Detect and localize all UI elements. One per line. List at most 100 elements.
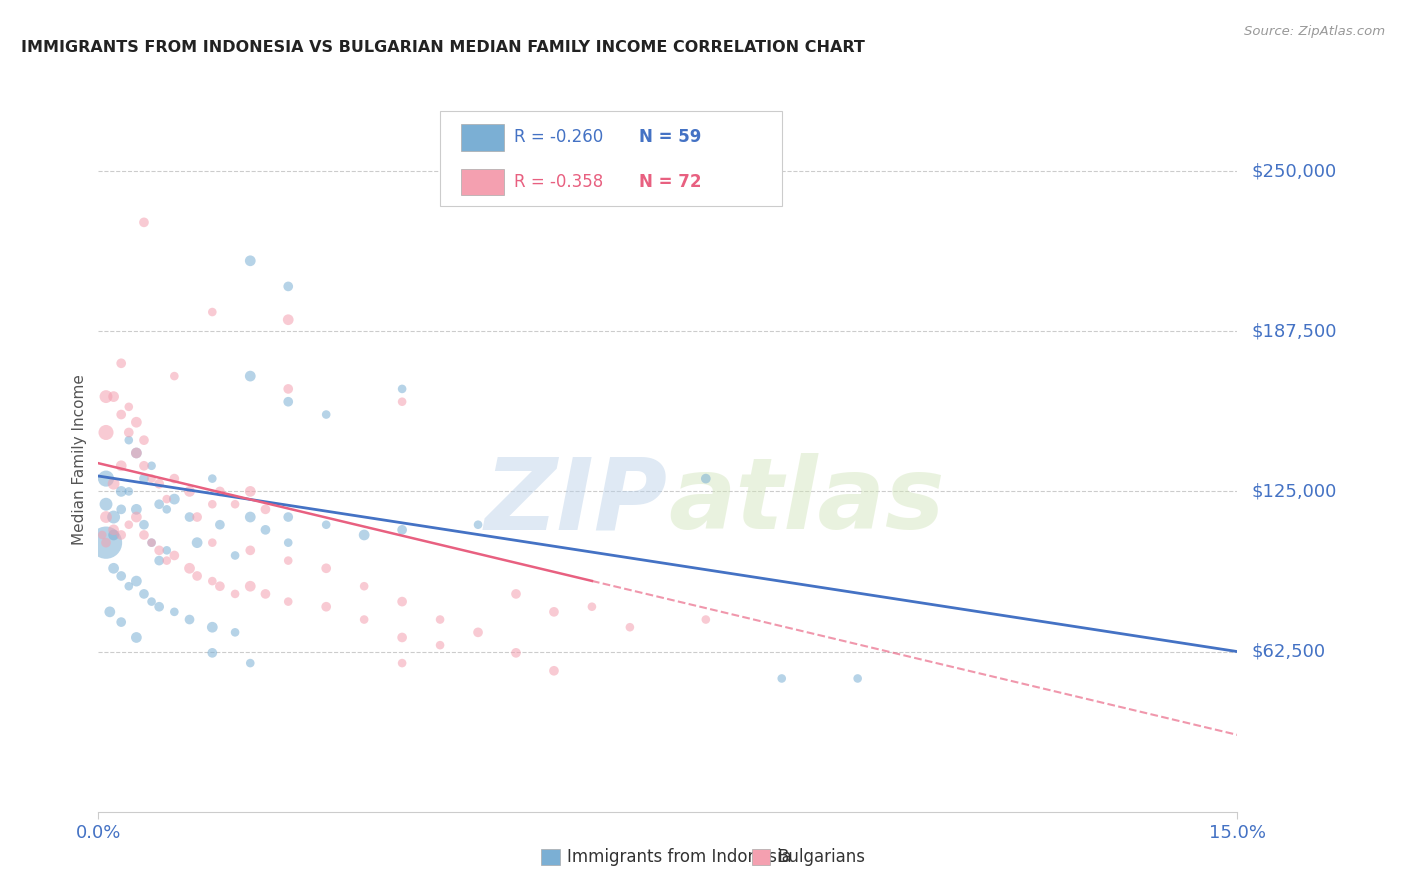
Text: ZIP: ZIP <box>485 453 668 550</box>
Point <box>163 549 186 563</box>
Point <box>103 528 125 542</box>
Point <box>391 631 413 645</box>
Point <box>163 472 186 486</box>
Point <box>141 594 163 608</box>
Point <box>103 390 125 404</box>
Point <box>94 390 117 404</box>
Point <box>141 535 163 549</box>
Point <box>118 579 141 593</box>
Point <box>118 400 141 414</box>
Point <box>224 549 246 563</box>
Text: R = -0.358: R = -0.358 <box>515 173 603 191</box>
Point <box>103 510 125 524</box>
Point <box>132 458 155 473</box>
Point <box>277 594 299 608</box>
Point <box>110 408 132 422</box>
Point <box>277 510 299 524</box>
Point <box>239 253 262 268</box>
Point <box>208 579 231 593</box>
Point <box>224 497 246 511</box>
Point <box>110 528 132 542</box>
Point <box>254 502 277 516</box>
Point <box>125 510 148 524</box>
Point <box>239 484 262 499</box>
Point <box>94 497 117 511</box>
Point <box>132 433 155 447</box>
Point <box>239 510 262 524</box>
Point <box>391 394 413 409</box>
Point <box>467 625 489 640</box>
Point <box>132 215 155 229</box>
Point <box>224 625 246 640</box>
Point <box>94 425 117 440</box>
Point <box>695 472 717 486</box>
Point <box>125 446 148 460</box>
Point <box>132 528 155 542</box>
Point <box>179 510 201 524</box>
Text: $250,000: $250,000 <box>1251 162 1337 180</box>
Point <box>132 587 155 601</box>
Point <box>156 502 179 516</box>
Text: $125,000: $125,000 <box>1251 483 1337 500</box>
Text: Bulgarians: Bulgarians <box>778 848 866 866</box>
Point <box>186 535 208 549</box>
Point <box>543 664 565 678</box>
Point <box>141 472 163 486</box>
Point <box>179 561 201 575</box>
Point <box>391 382 413 396</box>
Point <box>110 458 132 473</box>
Point <box>277 279 299 293</box>
Point <box>770 672 793 686</box>
Point <box>277 312 299 326</box>
Point <box>103 476 125 491</box>
Point <box>315 408 337 422</box>
Point <box>94 535 117 549</box>
Point <box>98 605 121 619</box>
Point <box>148 553 170 567</box>
Point <box>141 535 163 549</box>
Point <box>201 574 224 588</box>
Point <box>156 553 179 567</box>
Point <box>148 543 170 558</box>
Point <box>201 620 224 634</box>
Point <box>163 492 186 507</box>
Point <box>125 574 148 588</box>
Point <box>353 579 375 593</box>
Point <box>239 369 262 384</box>
Point <box>391 656 413 670</box>
Point <box>581 599 603 614</box>
FancyBboxPatch shape <box>461 169 503 195</box>
Point <box>353 528 375 542</box>
Point <box>148 497 170 511</box>
Point <box>277 382 299 396</box>
Point <box>148 599 170 614</box>
Point <box>846 672 869 686</box>
Point <box>103 523 125 537</box>
Point <box>543 605 565 619</box>
Point <box>132 517 155 532</box>
Point <box>118 433 141 447</box>
Point <box>125 631 148 645</box>
Point <box>201 535 224 549</box>
Point <box>110 569 132 583</box>
Point <box>94 535 117 549</box>
Point <box>186 510 208 524</box>
Point <box>110 484 132 499</box>
Point <box>467 517 489 532</box>
Point <box>132 472 155 486</box>
Point <box>118 484 141 499</box>
Point <box>239 656 262 670</box>
Text: $62,500: $62,500 <box>1251 642 1326 661</box>
Point <box>118 425 141 440</box>
Point <box>179 613 201 627</box>
Point <box>94 472 117 486</box>
Point <box>239 543 262 558</box>
Point <box>277 535 299 549</box>
Point <box>201 305 224 319</box>
Text: Immigrants from Indonesia: Immigrants from Indonesia <box>567 848 792 866</box>
Point <box>353 613 375 627</box>
Point <box>110 502 132 516</box>
Point <box>141 458 163 473</box>
Text: N = 72: N = 72 <box>640 173 702 191</box>
Point <box>156 543 179 558</box>
